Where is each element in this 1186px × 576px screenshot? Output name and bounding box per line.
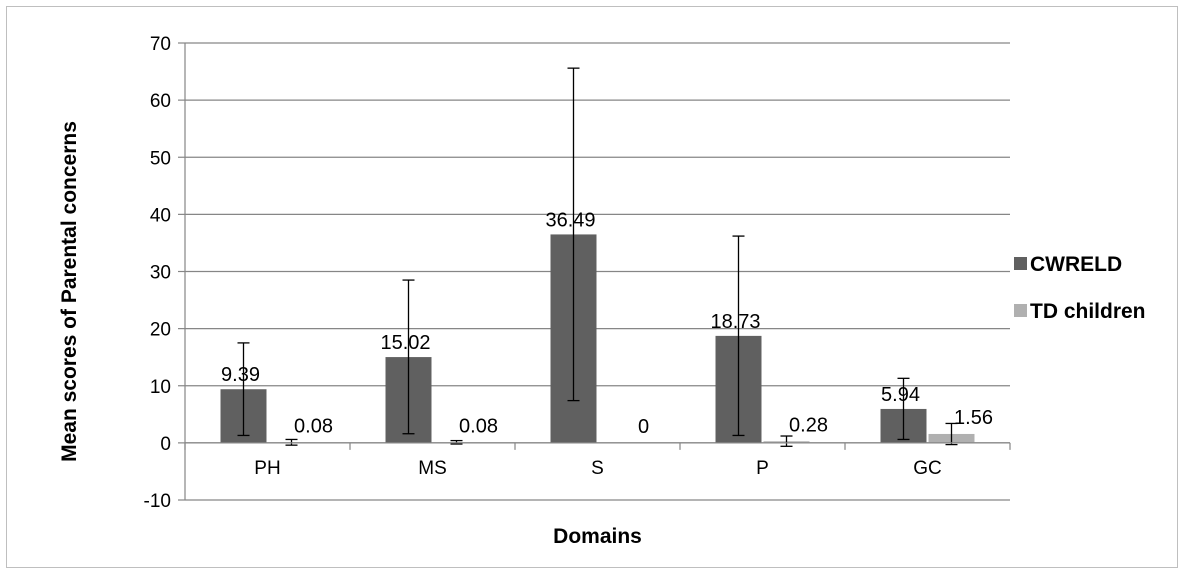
chart-frame [6, 6, 1178, 568]
data-label: 15.02 [380, 332, 430, 354]
y-axis-title: Mean scores of Parental concerns [58, 121, 81, 462]
y-tick-label: 20 [150, 320, 171, 341]
bars [220, 234, 975, 443]
y-tick-label: 70 [150, 34, 171, 55]
y-tick-label: -10 [144, 491, 171, 512]
legend-swatch [1014, 257, 1027, 270]
x-axis-tick-labels: PH MS S P GC [254, 458, 941, 479]
y-tick-label: 50 [150, 148, 171, 169]
x-tick-label: P [756, 458, 769, 479]
y-tick-label: 30 [150, 263, 171, 284]
error-bars [237, 67, 958, 447]
y-tick-label: 60 [150, 91, 171, 112]
legend-swatch [1014, 304, 1027, 317]
legend-label: CWRELD [1030, 253, 1122, 276]
x-tick-label: GC [913, 458, 942, 479]
x-tick-label: MS [418, 458, 447, 479]
data-label: 1.56 [954, 407, 993, 429]
x-axis-title: Domains [553, 525, 642, 548]
data-label: 0.28 [789, 414, 828, 436]
legend-label: TD children [1030, 300, 1146, 323]
data-labels: 9.39 0.08 15.02 0.08 36.49 0 18.73 0.28 5.94 1.56 [221, 209, 993, 437]
x-tick-label: PH [254, 458, 280, 479]
data-label: 0.08 [459, 415, 498, 437]
data-label: 5.94 [881, 384, 920, 406]
legend: CWRELD TD children [1014, 253, 1146, 323]
y-tick-label: 0 [160, 434, 171, 455]
y-tick-label: 10 [150, 377, 171, 398]
data-label: 18.73 [710, 311, 760, 333]
x-axis [184, 442, 1011, 450]
x-tick-label: S [591, 458, 604, 479]
data-label: 9.39 [221, 364, 260, 386]
gridlines [178, 42, 1010, 501]
data-label: 36.49 [545, 209, 595, 231]
y-axis-tick-labels: -10 0 10 20 30 40 50 60 70 [144, 34, 171, 512]
data-label: 0 [638, 416, 649, 438]
data-label: 0.08 [294, 415, 333, 437]
y-tick-label: 40 [150, 205, 171, 226]
